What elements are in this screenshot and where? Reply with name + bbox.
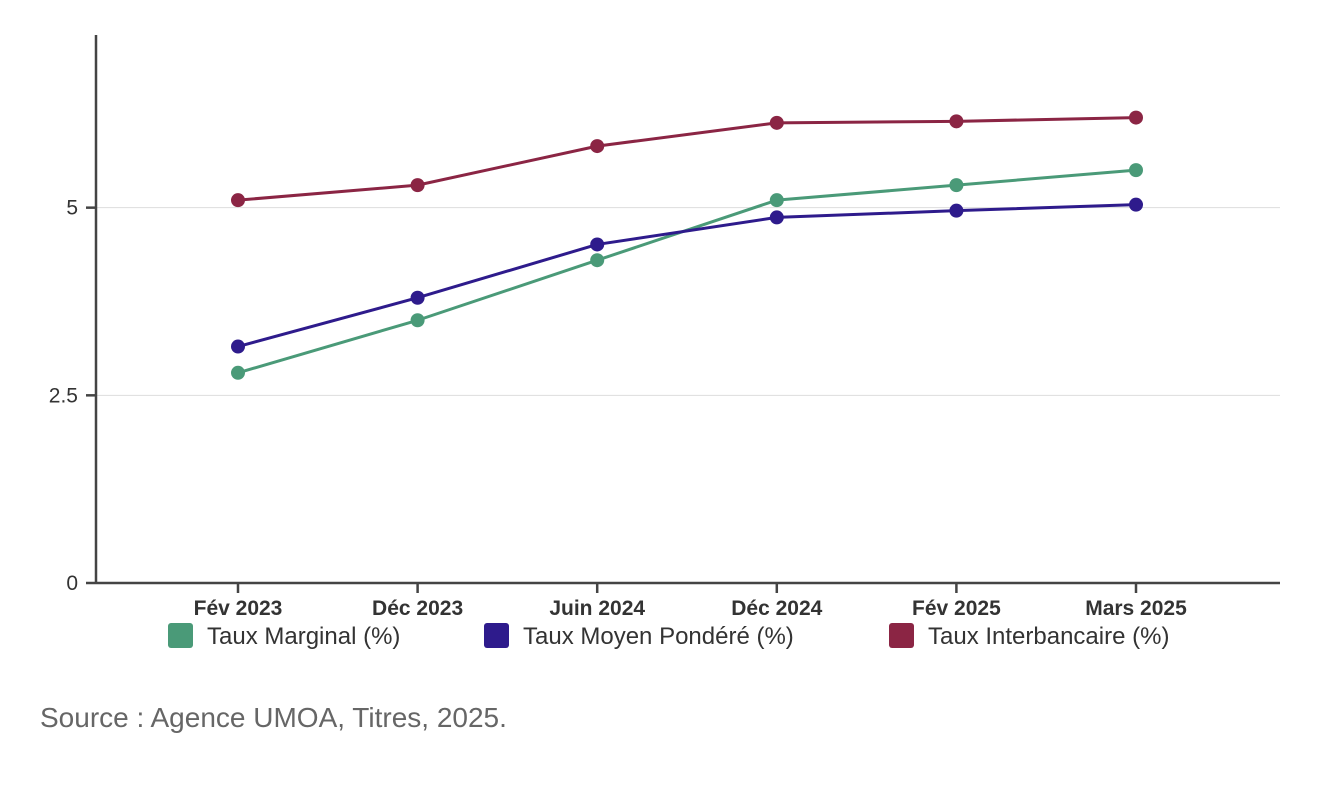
legend-swatch xyxy=(889,623,914,648)
x-tick-label: Déc 2024 xyxy=(731,597,822,620)
y-tick-label: 0 xyxy=(66,572,78,595)
legend-swatch xyxy=(484,623,509,648)
data-point xyxy=(410,178,425,193)
data-point xyxy=(410,313,425,328)
axis-layer: 0 2.5 5 Fév 2023 Déc 2023 Juin 2024 Déc 2024 Fé… xyxy=(49,35,1280,620)
source-note: Source : Agence UMOA, Titres, 2025. xyxy=(40,702,507,733)
data-point xyxy=(231,365,245,380)
legend-item[interactable]: Taux Interbancaire (%) xyxy=(889,623,1169,650)
legend-swatch xyxy=(168,623,193,648)
data-point xyxy=(1129,197,1143,212)
chart-svg: 0 2.5 5 Fév 2023 Déc 2023 Juin 2024 Déc 2024 Fé… xyxy=(49,35,1280,650)
legend-label: Taux Moyen Pondéré (%) xyxy=(523,623,794,650)
legend-label: Taux Marginal (%) xyxy=(207,623,400,650)
line-chart: 0 2.5 5 Fév 2023 Déc 2023 Juin 2024 Déc 2024 Fé… xyxy=(49,35,1280,650)
y-tick-label: 5 xyxy=(66,197,78,220)
data-point xyxy=(949,178,964,193)
legend-label: Taux Interbancaire (%) xyxy=(928,623,1169,650)
x-tick-label: Juin 2024 xyxy=(549,597,645,620)
legend-item[interactable]: Taux Marginal (%) xyxy=(168,623,400,650)
x-tick-label: Déc 2023 xyxy=(372,597,463,620)
series-line-2 xyxy=(236,203,1138,349)
series-line-1 xyxy=(236,168,1138,375)
data-point xyxy=(949,203,964,218)
grid-layer xyxy=(96,207,1280,396)
series-layer xyxy=(231,110,1143,380)
legend-item[interactable]: Taux Moyen Pondéré (%) xyxy=(484,623,794,650)
data-point xyxy=(590,253,605,268)
series-line-3 xyxy=(236,116,1138,202)
x-tick-label: Mars 2025 xyxy=(1085,597,1187,620)
data-point xyxy=(769,193,784,208)
data-point xyxy=(949,114,964,129)
x-tick-label: Fév 2023 xyxy=(194,597,283,620)
data-point xyxy=(1129,110,1143,125)
data-point xyxy=(410,290,425,305)
data-point xyxy=(769,115,784,130)
data-point xyxy=(769,210,784,225)
data-point xyxy=(1129,163,1143,178)
data-point xyxy=(231,339,245,354)
data-point xyxy=(590,139,605,154)
data-point xyxy=(231,193,245,208)
data-point xyxy=(590,237,605,252)
y-tick-label: 2.5 xyxy=(49,384,78,407)
x-tick-label: Fév 2025 xyxy=(912,597,1001,620)
legend: Taux Marginal (%) Taux Moyen Pondéré (%) T… xyxy=(168,623,1169,650)
